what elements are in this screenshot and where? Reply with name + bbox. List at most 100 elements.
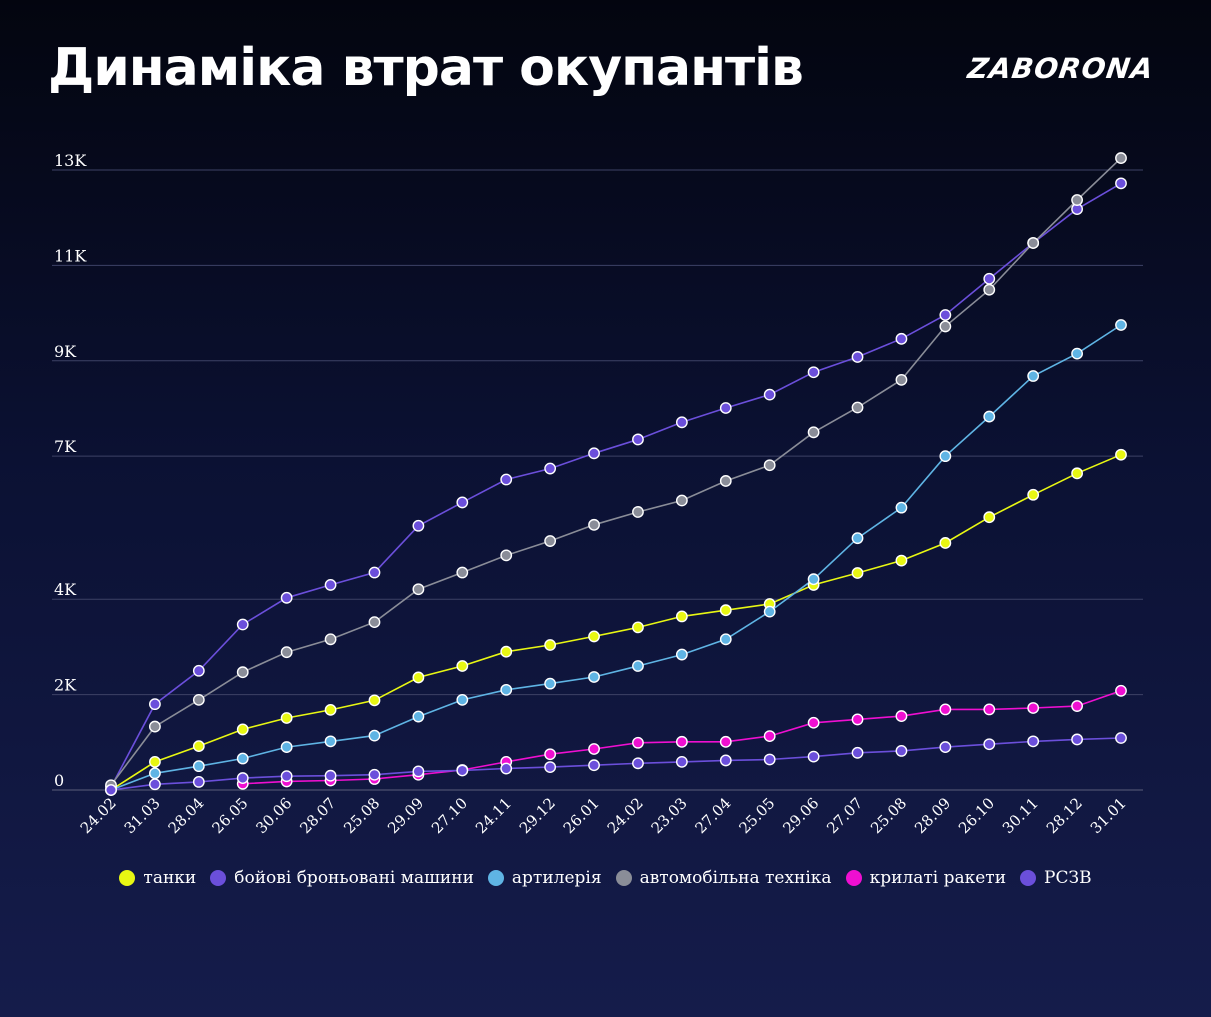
data-point: [719, 754, 732, 767]
data-point: [983, 283, 996, 296]
x-tick-label: 24.02: [77, 794, 120, 837]
x-tick-label: 25.05: [735, 794, 778, 837]
data-point: [192, 693, 205, 706]
data-point: [851, 401, 864, 414]
data-point: [324, 703, 337, 716]
legend-label: автомобільна техніка: [639, 868, 832, 888]
x-tick-label: 27.10: [428, 794, 471, 837]
x-tick-label: 30.11: [999, 794, 1042, 837]
legend-label: крилаті ракети: [869, 868, 1007, 888]
x-tick-label: 24.11: [472, 794, 515, 837]
x-tick-label: 25.08: [340, 794, 383, 837]
data-point: [1115, 448, 1127, 461]
data-point: [1115, 152, 1127, 164]
data-point: [1071, 733, 1083, 746]
data-point: [851, 746, 864, 759]
legend-label: бойові броньовані машини: [234, 868, 474, 888]
data-point: [1071, 347, 1083, 360]
series-line: [110, 453, 1122, 791]
data-point: [544, 535, 557, 547]
data-point: [939, 537, 952, 549]
x-tick-label: 28.12: [1043, 794, 1086, 837]
data-point: [368, 694, 381, 707]
legend-label: артилерія: [511, 868, 602, 888]
data-point: [412, 671, 425, 684]
data-point: [412, 765, 425, 778]
data-point: [149, 778, 161, 791]
data-point: [719, 604, 732, 617]
data-point: [895, 744, 908, 757]
data-point: [280, 770, 293, 783]
data-point: [236, 752, 249, 765]
legend-swatch: [1020, 870, 1037, 886]
data-point: [149, 698, 161, 711]
data-point: [1071, 194, 1083, 206]
y-tick-label: 7K: [54, 437, 77, 456]
data-point: [588, 518, 600, 531]
x-tick-label: 25.08: [867, 794, 910, 837]
data-point: [763, 388, 776, 401]
legend-item: артилерія: [487, 868, 602, 888]
data-point: [280, 741, 293, 753]
data-point: [763, 730, 776, 743]
data-point: [1027, 237, 1040, 249]
data-point: [192, 664, 205, 677]
data-point: [588, 671, 600, 683]
data-point: [544, 761, 557, 774]
data-point: [983, 738, 996, 751]
data-point: [983, 703, 996, 716]
data-point: [1115, 732, 1127, 744]
data-point: [807, 573, 820, 586]
series-points: [105, 152, 1127, 796]
series-line: [110, 182, 1122, 788]
data-point: [675, 494, 688, 507]
data-point: [544, 677, 557, 690]
data-point: [1115, 319, 1127, 331]
data-point: [1115, 177, 1127, 190]
data-point: [939, 703, 952, 716]
data-point: [192, 740, 205, 753]
x-tick-label: 28.07: [296, 794, 339, 837]
data-point: [632, 736, 644, 749]
data-point: [456, 764, 469, 777]
legend-item: РСЗВ: [1020, 868, 1092, 888]
chart-title: Динаміка втрат окупантів: [48, 38, 804, 98]
x-tick-label: 30.06: [252, 794, 295, 837]
x-tick-label: 26.10: [955, 794, 998, 837]
data-point: [807, 716, 820, 729]
data-point: [1027, 370, 1040, 382]
x-tick-label: 26.01: [560, 794, 603, 837]
y-tick-label: 2K: [54, 676, 77, 695]
data-point: [1027, 702, 1040, 714]
data-point: [895, 710, 908, 722]
x-tick-label: 24.02: [604, 794, 647, 837]
data-point: [1027, 735, 1040, 748]
data-point: [412, 710, 425, 723]
data-point: [456, 660, 469, 672]
data-point: [1071, 700, 1083, 712]
data-point: [1115, 684, 1127, 697]
data-point: [719, 735, 732, 748]
data-point: [236, 618, 249, 631]
legend-label: РСЗВ: [1044, 868, 1092, 888]
x-tick-label: 31.01: [1087, 794, 1130, 837]
legend-swatch: [210, 870, 227, 886]
data-point: [807, 366, 820, 379]
legend-item: танки: [119, 868, 196, 888]
data-point: [763, 753, 776, 766]
data-point: [544, 462, 557, 475]
x-tick-label: 31.03: [121, 794, 164, 837]
data-point: [632, 621, 644, 634]
series-line: [110, 157, 1122, 786]
y-axis-ticks: 0 2K 4K 7K 9K 11K 13K: [54, 151, 87, 790]
data-point: [544, 748, 557, 761]
data-point: [983, 272, 996, 285]
series-line: [110, 737, 1122, 791]
data-point: [763, 605, 776, 618]
data-point: [280, 646, 293, 659]
series-line: [110, 324, 1122, 791]
data-point: [192, 775, 205, 788]
x-tick-label: 29.06: [779, 794, 822, 837]
data-point: [632, 757, 644, 770]
